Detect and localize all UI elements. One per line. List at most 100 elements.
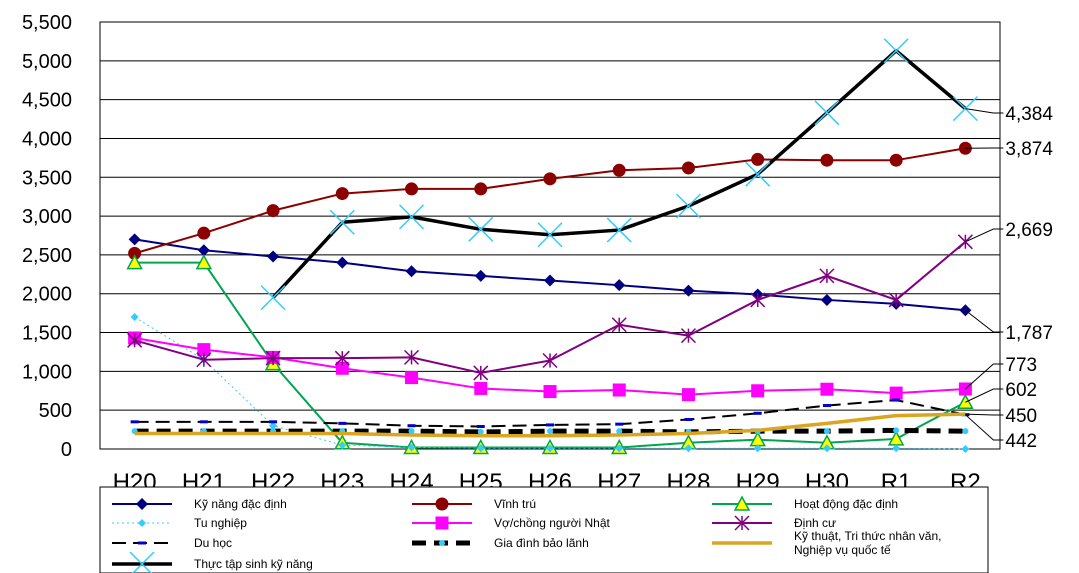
annotation-label: 442 xyxy=(1005,431,1037,452)
annotation-leader xyxy=(965,228,1004,243)
data-point xyxy=(128,233,141,246)
legend-item: Định cư xyxy=(712,515,836,531)
legend-item: Tu nghiệp xyxy=(112,516,247,530)
y-tick-label: 4,000 xyxy=(22,128,72,150)
data-point xyxy=(334,350,350,366)
data-point xyxy=(745,161,771,187)
y-tick-label: 0 xyxy=(61,439,72,461)
data-point xyxy=(823,428,830,435)
data-point xyxy=(338,441,347,450)
data-point xyxy=(335,187,349,201)
data-point xyxy=(544,274,556,287)
data-point xyxy=(338,421,347,425)
legend-label: Thực tập sinh kỹ năng xyxy=(194,557,313,571)
annotation-leader xyxy=(965,108,1004,114)
data-point xyxy=(405,265,418,278)
data-point xyxy=(684,417,693,421)
data-point xyxy=(126,254,143,270)
data-point xyxy=(473,365,489,381)
data-point xyxy=(407,424,416,428)
y-axis-ticks: 0 500 1,000 1,500 2,000 2,500 3,000 3,500 4,000 4… xyxy=(22,12,72,461)
legend: Kỹ năng đặc định Vĩnh trú Hoạt động đặc đị… xyxy=(99,486,989,573)
data-point xyxy=(820,153,834,167)
y-tick-label: 3,500 xyxy=(22,167,72,189)
legend-label: Hoạt động đặc định xyxy=(794,497,898,511)
data-point xyxy=(750,292,766,308)
series-Gia đình bảo lãnh xyxy=(131,427,969,435)
data-point xyxy=(476,444,485,453)
legend-label: Kỹ thuật, Tri thức nhân văn, xyxy=(794,529,941,543)
legend-box xyxy=(99,486,989,573)
data-point xyxy=(612,383,626,397)
legend-swatch-marker xyxy=(734,515,750,531)
data-point xyxy=(127,332,143,348)
data-point xyxy=(269,420,278,424)
data-point xyxy=(892,398,901,402)
legend-label: Du học xyxy=(194,536,232,550)
legend-item: Vợ/chồng người Nhật xyxy=(412,516,611,530)
data-point xyxy=(615,422,624,426)
data-point xyxy=(329,209,355,235)
data-point xyxy=(335,361,349,375)
data-point xyxy=(961,445,970,453)
annotation-leader xyxy=(965,363,1004,390)
data-point xyxy=(266,204,280,218)
legend-swatch-marker xyxy=(129,551,155,573)
data-point xyxy=(606,217,632,243)
series-line xyxy=(134,147,966,255)
series-Vĩnh trú xyxy=(128,141,972,260)
data-point xyxy=(684,444,693,453)
series-Kỹ năng đặc định xyxy=(128,233,972,317)
annotation-leader xyxy=(965,388,1004,403)
data-point xyxy=(751,152,765,166)
series-lines xyxy=(126,38,978,455)
data-point xyxy=(820,293,833,306)
data-point xyxy=(405,182,419,196)
y-tick-label: 5,000 xyxy=(22,51,72,73)
data-point xyxy=(680,328,696,344)
data-point xyxy=(130,420,139,424)
data-point xyxy=(889,153,903,167)
data-point xyxy=(265,350,281,366)
legend-swatch-marker xyxy=(435,497,449,511)
data-point xyxy=(407,443,416,452)
legend-label: Định cư xyxy=(794,516,836,530)
data-point xyxy=(675,193,701,219)
series-Thực tập sinh kỹ năng xyxy=(260,38,978,311)
data-point xyxy=(543,172,557,186)
y-tick-label: 2,000 xyxy=(22,284,72,306)
legend-label: Gia đình bảo lãnh xyxy=(494,536,589,550)
data-point xyxy=(682,284,695,297)
data-point xyxy=(543,385,557,399)
legend-item: Gia đình bảo lãnh xyxy=(412,536,589,550)
data-point xyxy=(474,381,488,395)
legend-item: Hoạt động đặc định xyxy=(712,495,898,511)
data-point xyxy=(197,244,210,257)
annotation-leader xyxy=(965,413,1004,416)
annotation-label: 450 xyxy=(1005,406,1037,427)
legend-item: Kỹ năng đặc định xyxy=(112,497,287,511)
data-point xyxy=(474,182,488,196)
data-point xyxy=(474,269,487,282)
annotation-leader xyxy=(965,414,1004,441)
data-point xyxy=(195,254,213,270)
data-point xyxy=(883,38,909,64)
data-point xyxy=(822,444,831,453)
data-point xyxy=(537,222,563,248)
legend-swatch-marker xyxy=(733,495,751,511)
series-line xyxy=(134,412,966,438)
data-point xyxy=(888,292,904,308)
data-point xyxy=(404,349,420,365)
data-point xyxy=(822,404,831,408)
y-tick-label: 1,500 xyxy=(22,323,72,345)
data-point xyxy=(751,384,765,398)
y-tick-label: 1,000 xyxy=(22,361,72,383)
data-point xyxy=(889,386,903,400)
data-point xyxy=(399,204,425,230)
y-tick-label: 4,500 xyxy=(22,90,72,112)
series-line xyxy=(134,241,967,374)
legend-label: Vợ/chồng người Nhật xyxy=(494,516,611,530)
series-Kỹ thuật, Tri thức nhân văn, Nghiệp vụ quốc tế xyxy=(134,412,966,438)
data-point xyxy=(130,313,139,322)
